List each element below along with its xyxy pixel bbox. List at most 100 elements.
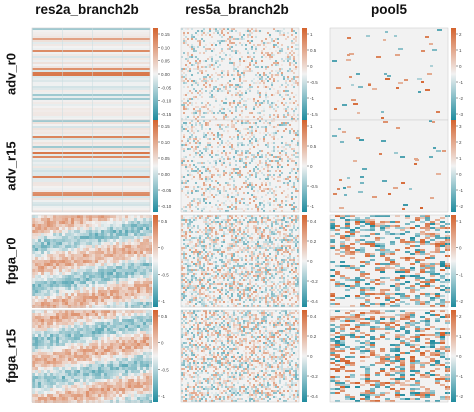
heatmap-cell	[241, 94, 243, 96]
heatmap-cell	[74, 278, 77, 281]
heatmap-cell	[267, 188, 269, 190]
heatmap-cell	[247, 186, 249, 188]
heatmap-cell	[237, 208, 239, 210]
heatmap-cell	[101, 296, 104, 299]
heatmap-cell	[281, 241, 283, 243]
heatmap-cell	[215, 162, 217, 164]
heatmap-cell	[65, 284, 68, 287]
heatmap-cell	[116, 236, 119, 239]
heatmap-cell	[249, 283, 251, 285]
heatmap-cell	[181, 118, 183, 120]
heatmap-cell	[237, 281, 239, 283]
heatmap-cell	[193, 299, 195, 301]
heatmap-cell	[263, 229, 265, 231]
heatmap-cell	[181, 78, 183, 80]
heatmap-cell	[291, 116, 293, 118]
heatmap-cell	[59, 233, 62, 236]
heatmap-cell	[247, 235, 249, 237]
heatmap-cell	[245, 80, 247, 82]
heatmap-cell	[122, 230, 125, 233]
heatmap-cell	[122, 257, 125, 260]
heatmap-cell	[235, 200, 237, 202]
heatmap-cell	[267, 215, 269, 217]
heatmap-cell	[207, 293, 209, 295]
heatmap-cell	[295, 277, 297, 279]
heatmap-cell	[83, 275, 86, 278]
heatmap-cell	[62, 287, 65, 290]
heatmap-cell	[221, 259, 223, 261]
heatmap-cell	[277, 166, 279, 168]
heatmap-cell	[38, 302, 41, 305]
heatmap-cell	[201, 106, 203, 108]
heatmap-cell	[146, 293, 149, 296]
heatmap-cell	[289, 257, 291, 259]
heatmap-cell	[68, 245, 71, 248]
heatmap-cell	[219, 126, 221, 128]
heatmap-cell	[181, 247, 183, 249]
heatmap-cell	[233, 243, 235, 245]
heatmap-cell	[229, 206, 231, 208]
heatmap-cell	[95, 260, 98, 263]
heatmap-cell	[203, 299, 205, 301]
heatmap-cell	[273, 28, 275, 30]
heatmap-cell	[291, 273, 293, 275]
heatmap-cell	[134, 305, 137, 308]
heatmap-row-band	[32, 68, 150, 70]
heatmap-cell	[297, 235, 299, 237]
heatmap-cell	[259, 287, 261, 289]
heatmap-cell	[59, 257, 62, 260]
heatmap-cell	[217, 132, 219, 134]
colorbar-tick-label: -0.5	[161, 272, 169, 277]
heatmap-cell	[83, 233, 86, 236]
heatmap-cell	[275, 259, 277, 261]
heatmap-cell	[239, 267, 241, 269]
heatmap-cell	[263, 180, 265, 182]
heatmap-cell	[187, 259, 189, 261]
heatmap-cell	[56, 263, 59, 266]
heatmap-cell	[273, 120, 275, 122]
heatmap-cell	[261, 247, 263, 249]
heatmap-cell	[221, 255, 223, 257]
heatmap-cell	[247, 283, 249, 285]
heatmap-cell	[183, 210, 185, 212]
heatmap-cell	[116, 269, 119, 272]
heatmap-cell	[44, 251, 47, 254]
heatmap-cell	[209, 188, 211, 190]
heatmap-cell	[283, 60, 285, 62]
heatmap-cell	[181, 299, 183, 301]
heatmap-cell	[217, 208, 219, 210]
heatmap-cell	[217, 247, 219, 249]
heatmap-cell	[257, 86, 259, 88]
heatmap-cell	[215, 86, 217, 88]
heatmap-cell	[255, 48, 257, 50]
heatmap-cell	[257, 265, 259, 267]
heatmap-cell	[185, 76, 187, 78]
heatmap-cell	[293, 78, 295, 80]
heatmap-cell	[137, 251, 140, 254]
heatmap-cell	[287, 84, 289, 86]
colorbar	[153, 120, 158, 212]
heatmap-cell	[267, 219, 269, 221]
heatmap-cell	[110, 227, 113, 230]
heatmap-cell	[277, 275, 279, 277]
heatmap-cell	[35, 233, 38, 236]
heatmap-cell	[95, 218, 98, 221]
heatmap-cell	[297, 261, 299, 263]
heatmap-cell	[44, 284, 47, 287]
heatmap-cell	[283, 130, 285, 132]
heatmap-cell	[203, 76, 205, 78]
heatmap-cell	[95, 242, 98, 245]
heatmap-cell	[241, 233, 243, 235]
heatmap-cell	[89, 251, 92, 254]
heatmap-cell	[227, 263, 229, 265]
heatmap-cell	[44, 260, 47, 263]
heatmap-cell	[83, 281, 86, 284]
heatmap-cell	[227, 92, 229, 94]
heatmap-cell	[38, 215, 41, 218]
heatmap-cell	[185, 239, 187, 241]
heatmap-cell	[74, 254, 77, 257]
heatmap-cell	[104, 302, 107, 305]
heatmap-cell	[295, 245, 297, 247]
heatmap-cell	[74, 296, 77, 299]
heatmap-cell	[187, 28, 189, 30]
